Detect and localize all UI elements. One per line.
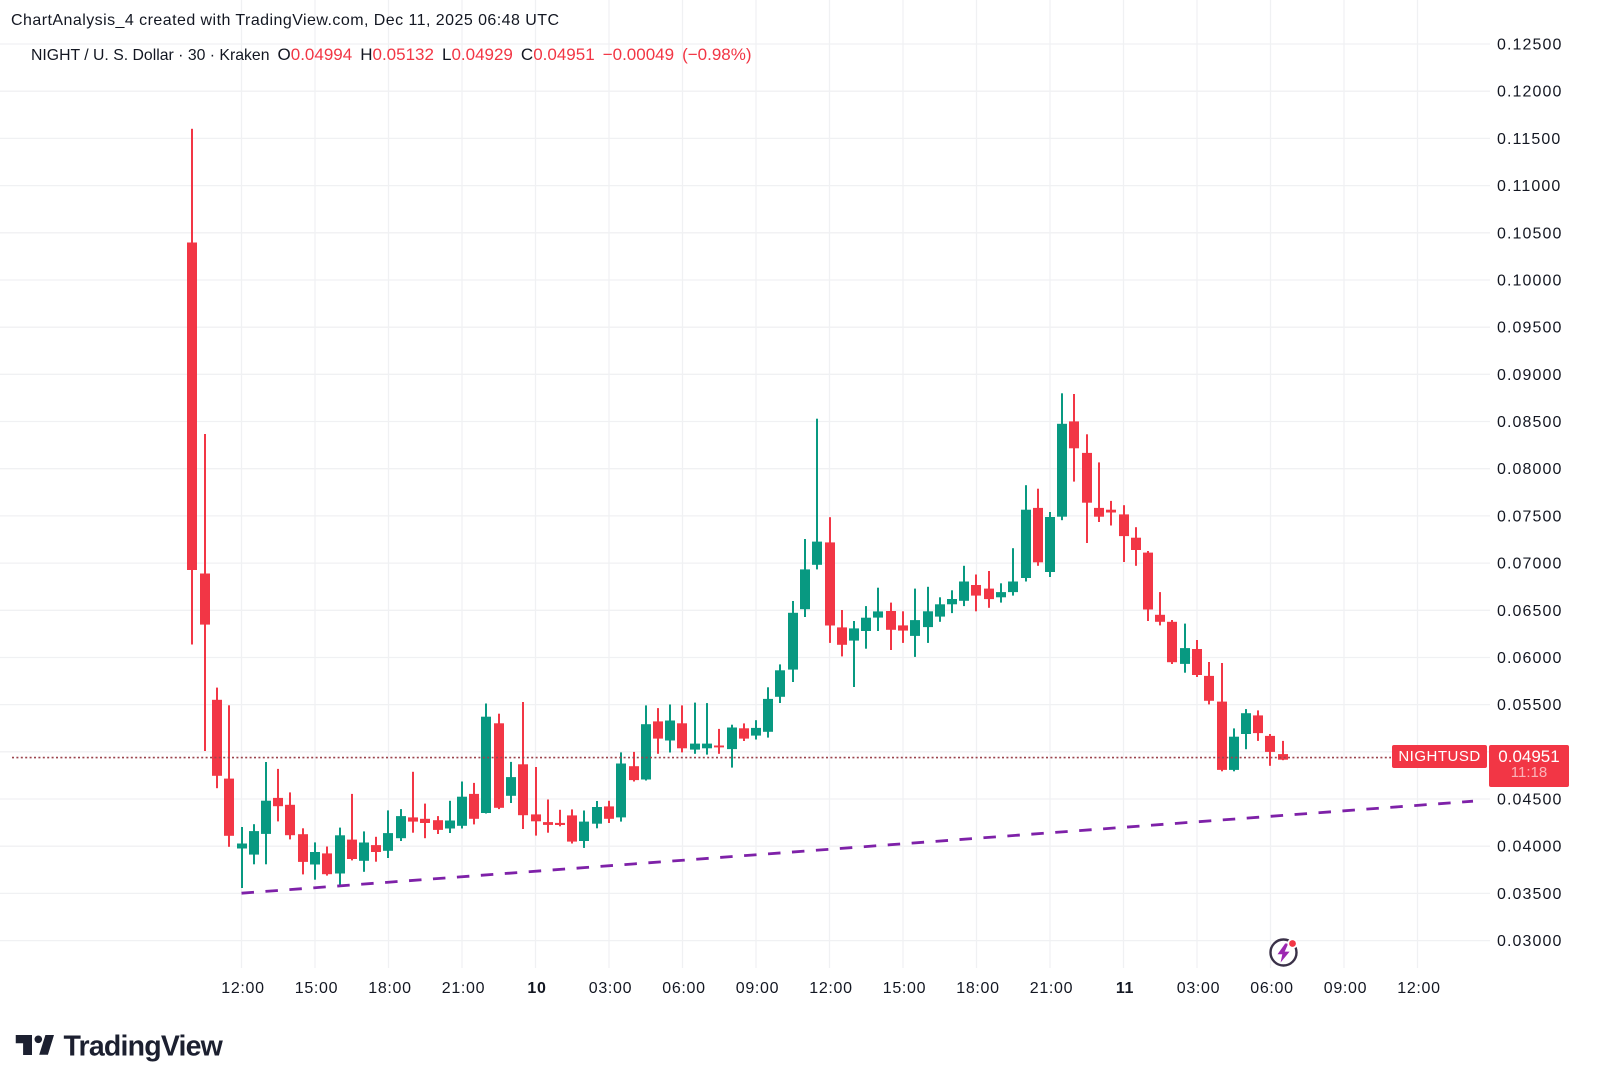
svg-text:21:00: 21:00 xyxy=(1030,980,1074,997)
svg-text:0.09000: 0.09000 xyxy=(1497,367,1563,384)
svg-text:0.10500: 0.10500 xyxy=(1497,225,1563,242)
svg-text:0.11500: 0.11500 xyxy=(1497,131,1561,148)
svg-text:TradingView: TradingView xyxy=(64,1031,224,1063)
svg-text:0.12500: 0.12500 xyxy=(1497,37,1563,54)
svg-text:12:00: 12:00 xyxy=(221,980,265,997)
svg-text:0.07500: 0.07500 xyxy=(1497,508,1563,525)
svg-text:21:00: 21:00 xyxy=(442,980,486,997)
svg-text:03:00: 03:00 xyxy=(1177,980,1221,997)
svg-text:0.11000: 0.11000 xyxy=(1497,178,1561,195)
svg-text:12:00: 12:00 xyxy=(1397,980,1441,997)
svg-text:11: 11 xyxy=(1116,980,1134,997)
svg-text:0.12000: 0.12000 xyxy=(1497,84,1563,101)
svg-text:0.06500: 0.06500 xyxy=(1497,603,1563,620)
svg-text:0.08000: 0.08000 xyxy=(1497,461,1563,478)
svg-text:0.07000: 0.07000 xyxy=(1497,556,1563,573)
svg-text:0.06000: 0.06000 xyxy=(1497,650,1563,667)
svg-text:0.08500: 0.08500 xyxy=(1497,414,1563,431)
svg-text:12:00: 12:00 xyxy=(809,980,853,997)
svg-text:03:00: 03:00 xyxy=(589,980,633,997)
svg-text:18:00: 18:00 xyxy=(956,980,1000,997)
svg-text:06:00: 06:00 xyxy=(662,980,706,997)
svg-text:10: 10 xyxy=(527,980,546,997)
svg-text:0.03500: 0.03500 xyxy=(1497,886,1563,903)
svg-text:0.04500: 0.04500 xyxy=(1497,792,1563,809)
svg-text:09:00: 09:00 xyxy=(1324,980,1368,997)
svg-text:0.03000: 0.03000 xyxy=(1497,933,1563,950)
svg-text:0.10000: 0.10000 xyxy=(1497,273,1563,290)
svg-text:0.09500: 0.09500 xyxy=(1497,320,1563,337)
svg-text:09:00: 09:00 xyxy=(736,980,780,997)
svg-text:18:00: 18:00 xyxy=(368,980,412,997)
svg-text:15:00: 15:00 xyxy=(295,980,339,997)
svg-text:06:00: 06:00 xyxy=(1250,980,1294,997)
svg-text:15:00: 15:00 xyxy=(883,980,927,997)
svg-text:0.05500: 0.05500 xyxy=(1497,697,1563,714)
svg-text:0.04000: 0.04000 xyxy=(1497,839,1563,856)
